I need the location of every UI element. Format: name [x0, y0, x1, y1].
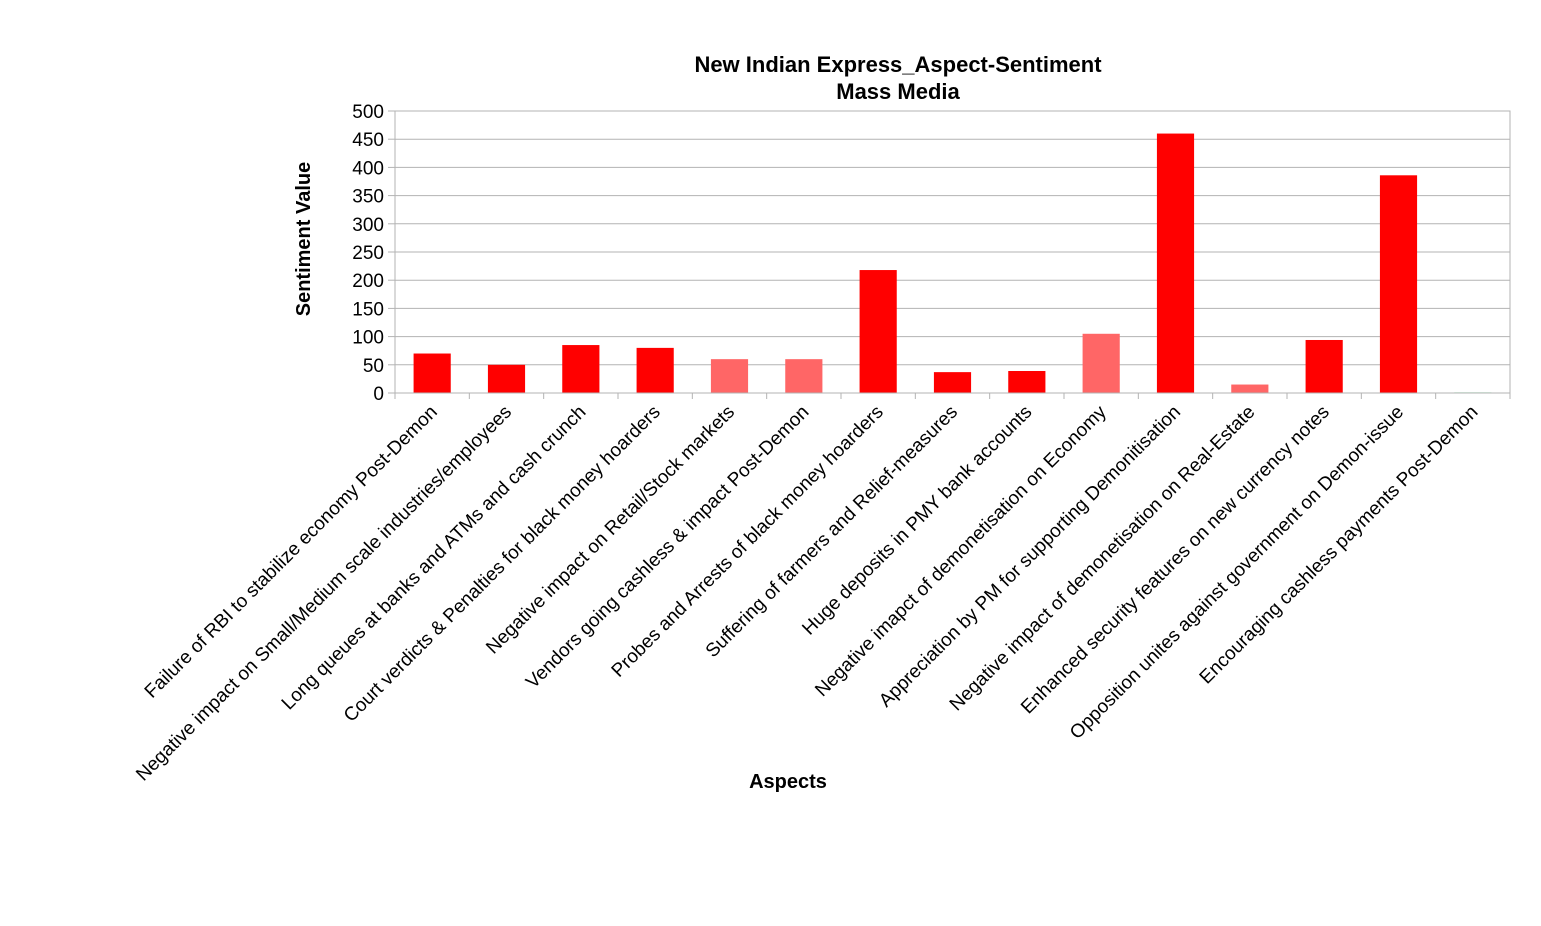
- y-tick-label: 300: [352, 215, 384, 236]
- chart-subtitle: Mass Media: [836, 79, 960, 104]
- bar: [487, 364, 526, 393]
- bar: [413, 353, 451, 393]
- y-tick-label: 100: [352, 328, 384, 349]
- bars: [413, 133, 1492, 393]
- chart-title: New Indian Express_Aspect-Sentiment: [694, 52, 1102, 77]
- y-axis-title: Sentiment Value: [293, 162, 315, 317]
- bar: [933, 372, 972, 393]
- y-tick-label: 200: [352, 271, 384, 292]
- bar: [1379, 175, 1418, 393]
- y-tick-label: 450: [352, 130, 384, 151]
- axes: [388, 110, 1511, 399]
- bar: [1082, 333, 1120, 393]
- bar: [1008, 371, 1046, 393]
- bar: [859, 270, 897, 393]
- x-category-labels: Failure of RBI to stabilize economy Post…: [132, 401, 1482, 785]
- bar: [1305, 339, 1343, 393]
- x-tick-label: Opposition unites against government on …: [1066, 402, 1408, 744]
- x-tick-label: Encouraging cashless payments Post-Demon: [1196, 402, 1483, 689]
- y-tick-label: 350: [352, 187, 384, 208]
- bar: [636, 347, 674, 393]
- y-tick-label: 150: [352, 299, 384, 320]
- y-tick-labels: 0 50 100 150 200 250 300 350 400 450 500: [352, 102, 384, 405]
- y-tick-label: 400: [352, 158, 384, 179]
- y-tick-label: 50: [363, 356, 384, 377]
- bar: [1156, 133, 1195, 393]
- y-tick-label: 250: [352, 243, 384, 264]
- x-tick-label: Suffering of farmers and Relief-measures: [702, 402, 962, 662]
- y-tick-label: 0: [373, 384, 384, 405]
- bar: [562, 345, 600, 393]
- x-axis-title: Aspects: [749, 771, 827, 793]
- x-tick-label: Vendors going cashless & impact Post-Dem…: [522, 402, 813, 693]
- y-tick-label: 500: [352, 102, 384, 123]
- x-tick-label: Probes and Arrests of black money hoarde…: [608, 402, 888, 682]
- bar: [1231, 384, 1269, 393]
- bar: [785, 359, 823, 393]
- plot-frame: [394, 110, 1511, 394]
- bar: [710, 359, 749, 393]
